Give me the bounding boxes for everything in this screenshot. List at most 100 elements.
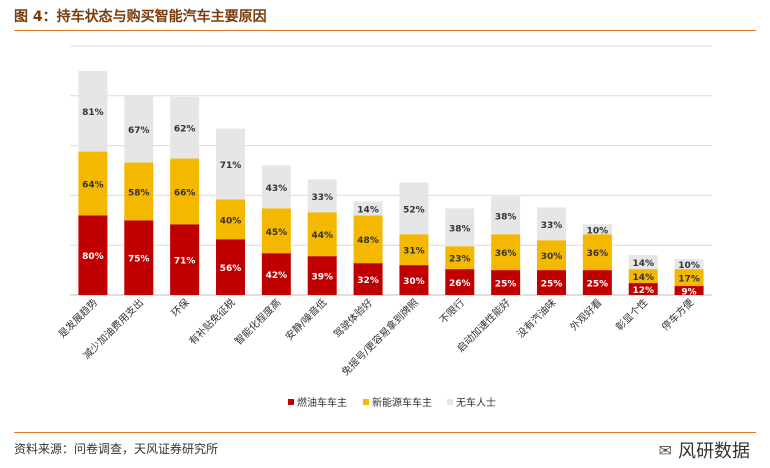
data-label: 42% [266, 271, 288, 281]
data-label: 25% [541, 280, 563, 290]
bar-segment [491, 196, 521, 235]
data-label: 30% [403, 277, 425, 287]
bar-segment [307, 179, 337, 213]
data-label: 64% [82, 180, 104, 190]
bar-segment [353, 201, 383, 216]
x-tick-label: 是发展趋势 [56, 296, 101, 341]
data-label: 36% [587, 249, 609, 259]
bar-segment [582, 270, 612, 295]
data-label: 10% [587, 226, 609, 236]
data-label: 39% [311, 273, 333, 283]
data-label: 52% [403, 205, 425, 215]
data-label: 30% [541, 252, 563, 262]
bar-segment [628, 283, 658, 295]
data-label: 25% [495, 280, 517, 290]
bar-segment [399, 234, 429, 266]
data-label: 40% [220, 216, 242, 226]
data-label: 14% [357, 205, 379, 215]
data-label: 25% [587, 280, 609, 290]
bar-segment [491, 234, 521, 271]
data-label: 14% [632, 273, 654, 283]
data-label: 26% [449, 279, 471, 289]
legend-swatch [363, 399, 369, 405]
data-label: 9% [681, 288, 696, 298]
data-label: 32% [357, 276, 379, 286]
bar-segment [216, 199, 245, 240]
bar-segment [491, 270, 521, 295]
legend-label: 无车人士 [456, 396, 496, 409]
legend-swatch [288, 399, 294, 405]
data-label: 71% [220, 161, 242, 171]
watermark: ✉ 风研数据 [659, 437, 750, 463]
bar-segment [399, 265, 429, 295]
bar-segment [445, 269, 475, 295]
data-label: 43% [266, 184, 288, 194]
data-label: 67% [128, 126, 150, 136]
bar-segment [537, 207, 566, 241]
bar-segment [216, 239, 245, 295]
data-label: 62% [174, 125, 196, 135]
x-tick-label: 有补贴免征税 [186, 296, 238, 348]
bar-segment [261, 253, 291, 295]
bar-segment [353, 263, 383, 295]
data-label: 38% [495, 212, 517, 222]
bar-segment [261, 208, 291, 254]
legend-label: 燃油车车主 [297, 396, 347, 409]
watermark-text: 风研数据 [678, 441, 750, 462]
data-label: 36% [495, 249, 517, 259]
legend-swatch [447, 399, 453, 405]
bar-segment [216, 128, 245, 200]
bar-segment [674, 259, 704, 270]
data-label: 45% [266, 228, 288, 238]
data-label: 12% [632, 286, 654, 296]
data-label: 71% [174, 257, 196, 267]
data-label: 48% [357, 236, 379, 246]
data-label: 17% [678, 275, 700, 285]
data-label: 58% [128, 188, 150, 198]
bar-segment [124, 162, 154, 221]
bar-segment [170, 158, 200, 225]
x-tick-label: 没有汽油味 [514, 296, 559, 341]
x-tick-label: 安静/噪音低 [282, 296, 329, 343]
bar-segment [307, 256, 337, 295]
bar-segment [124, 220, 154, 295]
data-label: 38% [449, 224, 471, 234]
bar-segment [445, 208, 475, 247]
bar-segment [170, 96, 200, 159]
x-tick-label: 驾驶体验好 [331, 296, 376, 341]
figure-title: 图 4：持车状态与购买智能汽车主要原因 [14, 9, 267, 25]
x-tick-label: 外观好看 [567, 296, 604, 333]
bar-segment [170, 224, 200, 295]
bar-segment [353, 215, 383, 264]
x-tick-label: 免摇号/更容易拿到牌照 [339, 296, 421, 378]
bar-segment [674, 269, 704, 287]
legend-label: 新能源车车主 [372, 396, 432, 409]
data-label: 56% [220, 264, 242, 274]
bar-segment [445, 246, 475, 270]
data-label: 81% [82, 108, 104, 118]
data-label: 10% [678, 261, 700, 271]
bar-segment [307, 212, 337, 257]
bar-segment [261, 165, 291, 209]
data-label: 75% [128, 255, 150, 265]
data-label: 31% [403, 247, 425, 257]
bar-segment [582, 224, 612, 235]
x-tick-label: 彰显个性 [613, 296, 650, 333]
wechat-icon: ✉ [658, 440, 672, 460]
source-note: 资料来源：问卷调查，天风证券研究所 [14, 442, 219, 456]
data-label: 33% [311, 193, 333, 203]
data-label: 33% [541, 221, 563, 231]
bar-segment [399, 182, 429, 235]
bar-segment [124, 95, 154, 163]
x-tick-label: 不限行 [437, 296, 467, 326]
top-rule [14, 30, 756, 31]
bar-segment [674, 286, 704, 295]
bar-segment [78, 151, 108, 216]
bar-segment [628, 255, 658, 270]
x-tick-label: 停车方便 [659, 296, 696, 333]
bar-segment [628, 269, 658, 284]
bar-segment [537, 240, 566, 271]
bar-segment [78, 215, 108, 295]
data-label: 23% [449, 255, 471, 265]
